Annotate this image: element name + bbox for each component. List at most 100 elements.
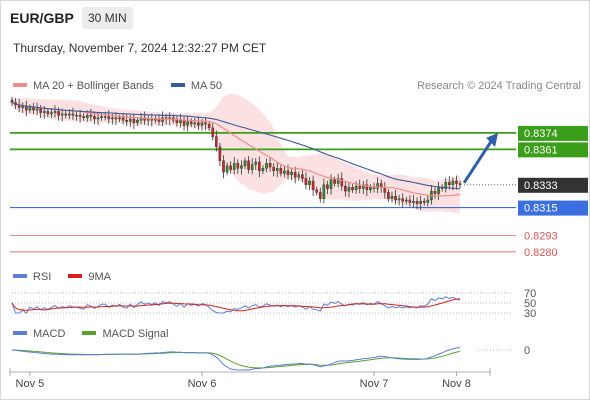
- candle-up: [419, 201, 422, 204]
- candle-up: [243, 160, 247, 167]
- legend-label: RSI: [33, 271, 52, 283]
- candle-down: [82, 116, 86, 118]
- candle-down: [215, 136, 218, 148]
- candle-down: [64, 113, 68, 116]
- rsi-line: [11, 296, 461, 314]
- candle-up: [85, 114, 89, 118]
- candle-down: [236, 163, 240, 169]
- candle-up: [96, 117, 100, 120]
- candle-down: [189, 121, 193, 125]
- candle-up: [250, 164, 254, 170]
- support-label: 0.8315: [524, 203, 558, 215]
- legend-label: MA 50: [190, 80, 223, 92]
- candle-up: [42, 111, 46, 113]
- candle-up: [283, 170, 286, 174]
- candle-down: [247, 160, 250, 170]
- legend-item-rsi-9ma: 9MA: [68, 271, 111, 283]
- rsi-tick-label: 30: [524, 308, 536, 320]
- candle-down: [57, 111, 60, 116]
- macd-signal-swatch: [82, 331, 97, 336]
- candle-down: [175, 120, 179, 123]
- candle-down: [218, 146, 222, 161]
- candle-up: [186, 121, 189, 126]
- legend-label: 9MA: [88, 271, 112, 283]
- macd-swatch: [13, 331, 27, 336]
- rsi-tick-label: 70: [524, 288, 536, 300]
- rsi-9ma-line: [11, 298, 461, 312]
- candle-up: [75, 114, 78, 117]
- candle-up: [290, 171, 293, 175]
- candle-up: [369, 187, 372, 191]
- candle-up: [347, 187, 351, 192]
- candle-down: [222, 160, 225, 173]
- candle-up: [329, 179, 333, 189]
- candle-up: [53, 111, 57, 113]
- candle-down: [93, 116, 96, 120]
- candle-down: [78, 114, 82, 117]
- rsi-9ma-swatch: [68, 274, 83, 279]
- candle-down: [197, 122, 200, 126]
- candle-up: [308, 180, 311, 185]
- candle-down: [315, 189, 319, 193]
- legend-item-macd-signal: MACD Signal: [82, 328, 168, 340]
- ma50-line: [11, 101, 461, 190]
- candle-down: [211, 127, 215, 137]
- current-price-label: 0.8333: [524, 180, 558, 192]
- candle-up: [111, 117, 114, 120]
- candle-down: [333, 179, 336, 184]
- candle-up: [261, 168, 265, 172]
- candle-down: [301, 174, 304, 179]
- forecast-arrow-shaft: [462, 136, 496, 184]
- candle-up: [193, 122, 197, 125]
- ma50-swatch: [170, 83, 185, 88]
- bollinger-band-fill: [12, 93, 461, 214]
- candle-up: [128, 118, 132, 122]
- rsi-legend: RSI 9MA: [13, 271, 125, 283]
- candle-down: [318, 192, 322, 199]
- rsi-tick-label: 50: [524, 298, 536, 310]
- candle-down: [182, 120, 186, 126]
- candle-down: [433, 190, 437, 194]
- candle-down: [326, 184, 329, 189]
- x-tick-label: Nov 7: [360, 378, 389, 390]
- candle-down: [293, 171, 297, 178]
- candle-up: [200, 122, 204, 126]
- candle-up: [118, 117, 121, 120]
- candle-up: [265, 163, 268, 169]
- support-label-bg: [518, 200, 588, 216]
- candle-up: [404, 199, 408, 202]
- candle-down: [304, 178, 308, 185]
- candle-up: [68, 113, 71, 116]
- candle-up: [100, 116, 103, 118]
- candle-down: [358, 185, 362, 189]
- candle-down: [107, 116, 111, 120]
- candle-down: [207, 123, 211, 129]
- candle-up: [390, 195, 394, 199]
- candle-down: [32, 107, 35, 111]
- timestamp: Thursday, November 7, 2024 12:32:27 PM C…: [13, 41, 267, 55]
- symbol-title: EUR/GBP: [10, 10, 74, 26]
- candle-down: [286, 170, 290, 175]
- macd-tick-label: 0: [524, 345, 530, 357]
- candle-up: [232, 163, 236, 170]
- candle-down: [121, 117, 125, 121]
- candle-up: [179, 120, 182, 123]
- minor-level-label: 0.8293: [524, 230, 558, 242]
- candle-down: [125, 120, 129, 122]
- rsi-swatch: [13, 274, 27, 279]
- macd-legend: MACD MACD Signal: [13, 328, 182, 340]
- candle-up: [354, 185, 358, 191]
- candle-up: [412, 201, 415, 203]
- candle-up: [297, 174, 301, 178]
- legend-item-macd: MACD: [13, 328, 65, 340]
- price-legend: MA 20 + Bollinger Bands MA 50: [13, 80, 236, 92]
- legend-item-ma50: MA 50: [170, 80, 223, 92]
- candle-down: [365, 184, 369, 191]
- timeframe-badge[interactable]: 30 MIN: [82, 7, 133, 29]
- candle-down: [344, 185, 347, 192]
- candle-down: [258, 161, 261, 172]
- candle-down: [114, 117, 118, 120]
- candle-up: [376, 183, 379, 189]
- candle-up: [21, 106, 25, 108]
